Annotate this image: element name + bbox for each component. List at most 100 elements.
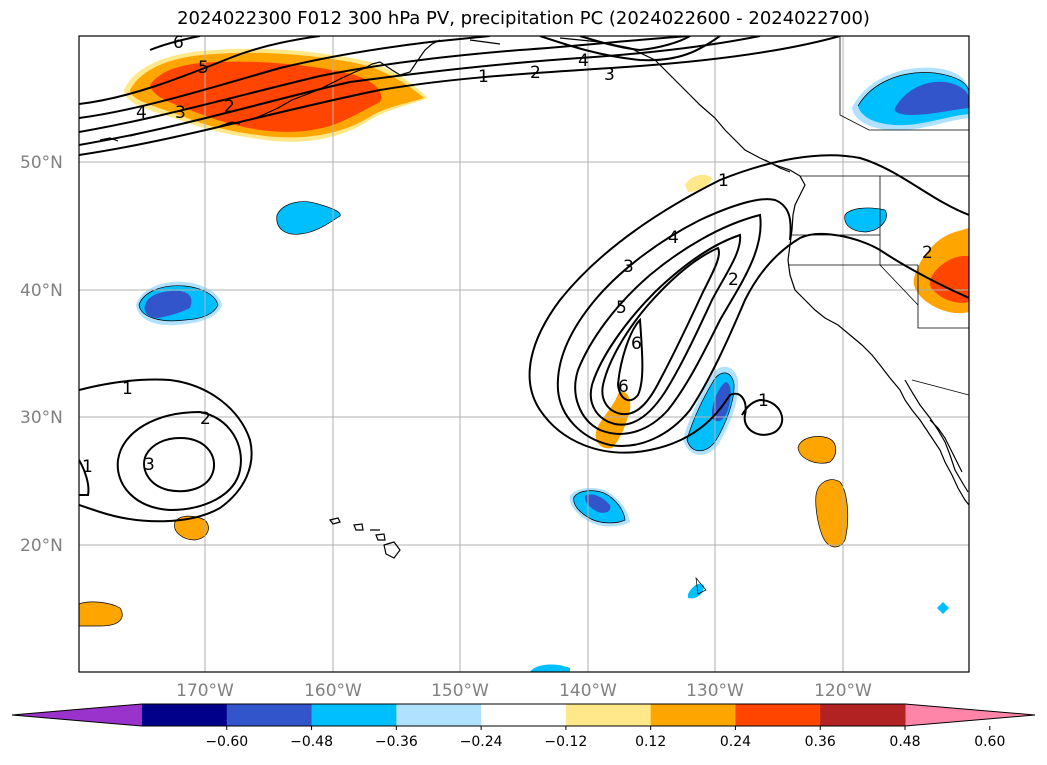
- precip-pos-baja: [815, 479, 848, 547]
- island-kauai: [328, 517, 341, 525]
- plot-area: [79, 36, 969, 672]
- state-borders: [788, 36, 969, 396]
- pv-contour-trough-1: [528, 154, 969, 454]
- precip-outline-170w: [174, 515, 209, 541]
- colorbar-segment: [481, 704, 567, 726]
- colorbar: −0.60 −0.48 −0.36 −0.24 −0.12 0.12 0.24 0.36 0.4…: [11, 703, 1036, 750]
- pv-contour-north-6: [149, 36, 201, 51]
- colorbar-extend-max: [905, 704, 1035, 726]
- precip-outline-south: [695, 576, 707, 595]
- contour-label: 6: [173, 33, 184, 53]
- colorbar-segment: [565, 704, 652, 726]
- coastline-mexico: [929, 419, 963, 473]
- contour-label: 6: [631, 334, 642, 354]
- precip-pos-small-north: [685, 174, 712, 192]
- contour-label: 5: [616, 298, 627, 318]
- contour-label: 4: [578, 51, 589, 71]
- contour-label: 2: [200, 409, 211, 429]
- precip-neg-oregon: [844, 207, 887, 232]
- contour-labels: 6 5 4 3 2 1 2 4 3 1 4 3 5 2 6 6 1 1 2 3 …: [82, 33, 933, 477]
- precip-neg-small-east: [937, 602, 949, 614]
- lon-label-130w: 130°W: [686, 681, 744, 701]
- colorbar-segment: [820, 704, 906, 726]
- contour-label: 1: [478, 67, 489, 87]
- pv-contour-trough-5: [601, 246, 720, 416]
- islands: [328, 517, 401, 559]
- colorbar-tick-label: 0.36: [805, 734, 836, 750]
- precip-outline-central: [276, 201, 341, 235]
- contour-label: 1: [122, 379, 133, 399]
- precip-outline-oregon: [844, 207, 887, 233]
- colorbar-tick-label: 0.60: [974, 734, 1005, 750]
- colorbar-segment: [735, 704, 821, 726]
- precip-pos-170w: [174, 516, 209, 540]
- pv-contour-north-1: [79, 36, 841, 156]
- contour-label: 3: [144, 455, 155, 475]
- lon-label-170w: 170°W: [176, 681, 234, 701]
- colorbar-tick-label: 0.24: [720, 734, 751, 750]
- pv-contours: [79, 36, 969, 523]
- colorbar-segment: [226, 704, 313, 726]
- contour-label: 2: [224, 97, 235, 117]
- pv-contour-sw-3: [143, 436, 216, 493]
- pv-contour-trough-4: [589, 233, 742, 426]
- pv-contour-north-5: [79, 36, 691, 105]
- contour-label: 1: [82, 457, 93, 477]
- contour-label: 3: [623, 257, 634, 277]
- precip-shading: [79, 48, 969, 672]
- colorbar-tick-label: 0.12: [635, 734, 666, 750]
- colorbar-extend-min: [12, 704, 142, 726]
- precip-neg-central: [276, 201, 341, 235]
- pv-contour-sw-1: [79, 378, 253, 523]
- precip-pos-178w: [79, 601, 123, 626]
- precip-neg-138w-inner: [584, 494, 611, 513]
- colorbar-tick-label: −0.12: [544, 734, 587, 750]
- precip-neg-west-inner: [144, 290, 192, 318]
- contour-label: 1: [718, 171, 729, 191]
- precip-outline-178w: [79, 601, 123, 627]
- colorbar-segment: [311, 704, 397, 726]
- pv-contour-trough-2: [556, 198, 969, 447]
- colorbar-segment: [396, 704, 482, 726]
- contour-label: 4: [668, 228, 679, 248]
- precip-outline-canada: [857, 72, 969, 107]
- map-title: 2024022300 F012 300 hPa PV, precipitatio…: [177, 8, 870, 29]
- lat-label-30n: 30°N: [20, 408, 63, 428]
- border-mexico: [911, 379, 969, 396]
- pv-contour-trough-3: [574, 213, 762, 435]
- colorbar-tick-label: −0.36: [375, 734, 418, 750]
- lon-label-150w: 150°W: [431, 681, 489, 701]
- contour-label: 4: [136, 103, 147, 123]
- colorbar-tick-label: −0.48: [290, 734, 333, 750]
- contour-label: 2: [728, 270, 739, 290]
- precip-neg-small-bottom: [530, 664, 570, 672]
- precip-pos-122w: [798, 436, 836, 464]
- colorbar-outline: [11, 703, 1036, 727]
- coastlines: [99, 37, 969, 506]
- latitude-labels: 50°N 40°N 30°N 20°N: [20, 153, 63, 556]
- contour-label: 1: [758, 391, 769, 411]
- colorbar-segment: [142, 704, 228, 726]
- lon-label-160w: 160°W: [304, 681, 362, 701]
- colorbar-segment: [650, 704, 736, 726]
- pv-contour-north-4: [79, 36, 721, 119]
- precip-outline-122w: [797, 436, 837, 464]
- pv-contour-north-3: [79, 36, 691, 133]
- precip-neg-canada-inner: [894, 81, 969, 115]
- gridlines: [79, 36, 969, 672]
- precip-pos-california-inner: [929, 256, 969, 303]
- contour-label: 2: [530, 63, 541, 83]
- lat-label-20n: 20°N: [20, 536, 63, 556]
- island-oahu: [353, 523, 364, 531]
- colorbar-tick-label: −0.60: [205, 734, 248, 750]
- precip-neg-small-south: [688, 583, 704, 599]
- colorbar-tick-label: −0.24: [460, 734, 503, 750]
- precip-band-north-pacific-inner: [150, 61, 382, 132]
- contour-label: 6: [618, 377, 629, 397]
- pv-contour-sw-2: [116, 410, 242, 512]
- border-california-nevada: [879, 264, 919, 306]
- precip-outline-west: [138, 285, 219, 322]
- lon-label-140w: 140°W: [559, 681, 617, 701]
- plot-frame: [78, 35, 970, 673]
